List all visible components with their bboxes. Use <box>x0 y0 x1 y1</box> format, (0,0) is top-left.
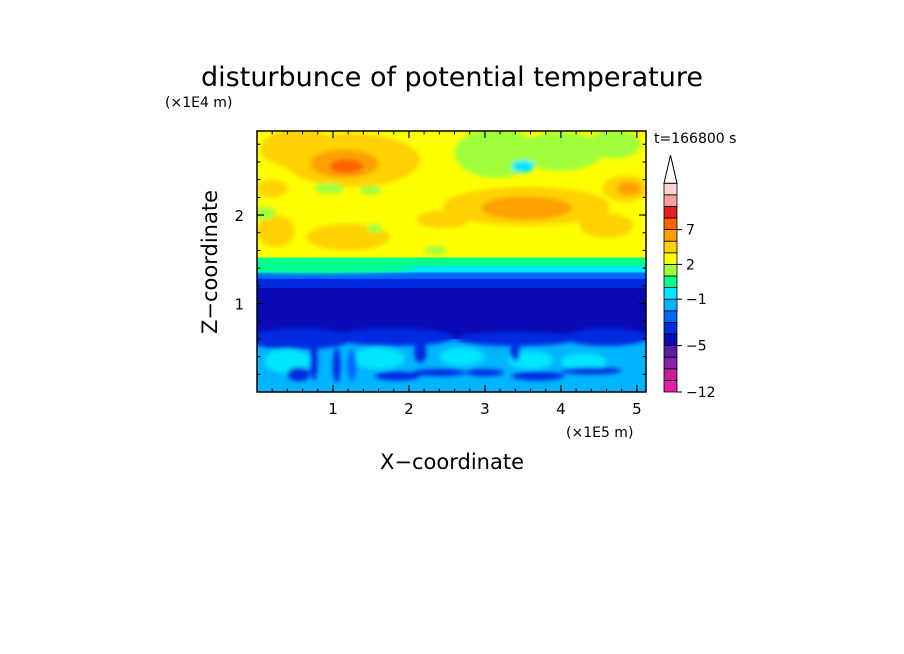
warm-core <box>481 196 573 220</box>
field-feature <box>587 131 641 159</box>
contour-field <box>257 131 646 392</box>
field-feature <box>579 213 634 239</box>
field-feature <box>439 347 485 366</box>
y-axis: 12 <box>234 143 646 375</box>
x-tick-label: 3 <box>480 400 490 418</box>
colorbar-segment <box>663 205 678 219</box>
colorbar-extend-arrow <box>663 155 678 184</box>
colorbar-tick-label: 7 <box>686 223 695 239</box>
y-axis-label: Z−coordinate <box>198 190 222 334</box>
y-unit-label: (×1E4 m) <box>165 95 232 111</box>
field-feature <box>424 246 447 255</box>
colorbar-segment <box>663 310 678 323</box>
x-unit-label: (×1E5 m) <box>566 425 633 441</box>
colorbar-segment <box>663 229 678 242</box>
colorbar-segment <box>663 356 678 370</box>
field-feature <box>332 328 455 346</box>
field-feature <box>347 349 357 382</box>
cool-core <box>511 160 535 173</box>
field-band <box>257 278 646 288</box>
colorbar-segment <box>663 252 678 265</box>
field-feature <box>367 223 383 233</box>
field-feature <box>257 262 417 274</box>
field-feature <box>257 328 352 350</box>
y-tick-label: 1 <box>234 296 244 314</box>
x-tick-label: 1 <box>328 400 338 418</box>
colorbar-segment <box>663 275 678 289</box>
colorbar-tick-label: 2 <box>686 257 695 273</box>
chart-title: disturbunce of potential temperature <box>201 62 703 93</box>
field-feature <box>257 215 295 247</box>
warm-core <box>329 159 364 174</box>
x-tick-label: 4 <box>556 400 566 418</box>
field-feature <box>519 131 603 171</box>
field-feature <box>310 341 318 381</box>
field-feature <box>351 347 406 369</box>
colorbar-segment <box>663 182 678 196</box>
field-feature <box>313 183 345 194</box>
field-band <box>257 266 646 273</box>
colorbar-segment <box>663 379 678 393</box>
field-feature <box>287 367 311 382</box>
y-tick-label: 2 <box>234 207 244 225</box>
field-feature <box>560 353 607 371</box>
field-features <box>257 131 646 384</box>
colorbar: −12−5−127 <box>663 155 716 401</box>
field-feature <box>564 328 646 346</box>
colorbar-segment <box>663 194 678 207</box>
field-feature <box>412 368 466 377</box>
field-feature <box>332 347 341 384</box>
field-feature <box>454 331 577 346</box>
colorbar-segment <box>663 263 678 277</box>
field-feature <box>560 367 622 375</box>
colorbar-segment <box>663 345 678 358</box>
field-feature <box>510 343 520 362</box>
colorbar-tick-label: −12 <box>686 385 716 401</box>
time-label: t=166800 s <box>654 131 736 147</box>
x-axis: 1 2 3 4 5 <box>271 131 642 418</box>
field-feature <box>416 210 470 229</box>
colorbar-segment <box>663 333 678 347</box>
field-feature <box>511 371 565 381</box>
field-feature <box>257 179 288 198</box>
field-feature <box>617 181 642 196</box>
x-axis-label: X−coordinate <box>380 450 524 474</box>
field-feature <box>264 348 311 374</box>
plot-frame <box>256 130 647 393</box>
colorbar-tick-label: −5 <box>686 339 707 355</box>
field-feature <box>374 371 421 381</box>
colorbar-segment <box>663 368 678 381</box>
x-tick-label: 2 <box>404 400 414 418</box>
colorbar-segment <box>663 321 678 335</box>
field-band <box>257 272 646 279</box>
field-feature <box>414 341 427 363</box>
field-feature <box>465 368 504 377</box>
colorbar-tick-label: −1 <box>686 292 707 308</box>
colorbar-segment <box>663 287 678 300</box>
x-tick-label: 5 <box>632 400 642 418</box>
colorbar-segment <box>663 298 678 312</box>
colorbar-segment <box>663 217 678 231</box>
field-band <box>257 257 646 267</box>
field-feature <box>359 185 383 195</box>
field-feature <box>257 207 276 220</box>
colorbar-segment <box>663 240 678 254</box>
